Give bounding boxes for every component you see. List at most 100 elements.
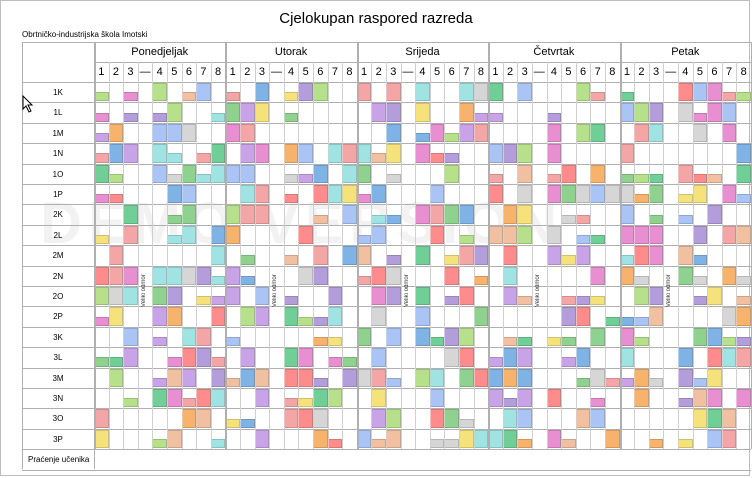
lesson-cell[interactable] xyxy=(254,185,270,204)
lesson-cell[interactable] xyxy=(313,164,328,183)
lesson-cell[interactable] xyxy=(313,316,328,326)
lesson-cell[interactable] xyxy=(736,164,751,183)
lesson-cell[interactable] xyxy=(619,327,635,347)
lesson-cell[interactable] xyxy=(94,357,109,367)
lesson-cell[interactable] xyxy=(152,83,167,102)
lesson-cell[interactable] xyxy=(254,83,270,102)
lesson-cell[interactable] xyxy=(298,348,313,367)
lesson-cell[interactable] xyxy=(678,439,693,449)
lesson-cell[interactable] xyxy=(108,194,124,204)
lesson-cell[interactable] xyxy=(327,185,343,204)
lesson-cell[interactable] xyxy=(94,133,109,143)
class-label[interactable]: 1N xyxy=(52,149,64,159)
lesson-cell[interactable] xyxy=(167,287,182,306)
lesson-cell[interactable] xyxy=(502,429,518,449)
lesson-cell[interactable] xyxy=(721,429,737,449)
lesson-cell[interactable] xyxy=(736,275,751,285)
lesson-cell[interactable] xyxy=(123,92,138,102)
lesson-cell[interactable] xyxy=(678,164,693,183)
lesson-cell[interactable] xyxy=(225,123,240,143)
lesson-cell[interactable] xyxy=(517,164,532,183)
lesson-cell[interactable] xyxy=(459,327,474,347)
lesson-cell[interactable] xyxy=(283,255,299,265)
lesson-cell[interactable] xyxy=(678,348,693,367)
lesson-cell[interactable] xyxy=(240,103,255,122)
lesson-cell[interactable] xyxy=(692,327,708,347)
lesson-cell[interactable] xyxy=(240,255,255,265)
lesson-cell[interactable] xyxy=(692,275,708,285)
class-label[interactable]: 3L xyxy=(53,353,63,363)
lesson-cell[interactable] xyxy=(152,266,167,285)
lesson-cell[interactable] xyxy=(225,377,240,387)
lesson-cell[interactable] xyxy=(283,296,299,306)
lesson-cell[interactable] xyxy=(546,225,562,245)
lesson-cell[interactable] xyxy=(575,409,591,428)
lesson-cell[interactable] xyxy=(517,389,532,408)
lesson-cell[interactable] xyxy=(152,144,167,163)
lesson-cell[interactable] xyxy=(546,144,562,163)
lesson-cell[interactable] xyxy=(502,246,518,265)
lesson-cell[interactable] xyxy=(386,429,401,449)
lesson-cell[interactable] xyxy=(415,327,430,347)
lesson-cell[interactable] xyxy=(590,296,605,306)
lesson-cell[interactable] xyxy=(415,205,430,224)
lesson-cell[interactable] xyxy=(342,164,357,183)
lesson-cell[interactable] xyxy=(619,205,635,224)
lesson-cell[interactable] xyxy=(181,327,197,347)
lesson-cell[interactable] xyxy=(707,409,722,428)
lesson-cell[interactable] xyxy=(605,429,620,449)
lesson-cell[interactable] xyxy=(590,235,605,245)
footer-tracking-link[interactable]: Praćenje učenika xyxy=(28,455,90,465)
lesson-cell[interactable] xyxy=(181,123,197,143)
lesson-cell[interactable] xyxy=(736,307,751,326)
lesson-cell[interactable] xyxy=(692,409,708,428)
lesson-cell[interactable] xyxy=(254,205,270,224)
class-label[interactable]: 2K xyxy=(53,210,63,220)
lesson-cell[interactable] xyxy=(298,368,313,387)
class-label[interactable]: 1L xyxy=(53,108,63,118)
lesson-cell[interactable] xyxy=(634,337,649,347)
lesson-cell[interactable] xyxy=(108,287,124,306)
lesson-cell[interactable] xyxy=(298,144,313,163)
class-label[interactable]: 3P xyxy=(53,434,63,444)
lesson-cell[interactable] xyxy=(517,205,532,224)
lesson-cell[interactable] xyxy=(634,246,649,265)
lesson-cell[interactable] xyxy=(123,225,138,245)
lesson-cell[interactable] xyxy=(561,185,576,204)
lesson-cell[interactable] xyxy=(415,133,430,143)
lesson-cell[interactable] xyxy=(210,164,226,183)
lesson-cell[interactable] xyxy=(444,409,459,428)
lesson-cell[interactable] xyxy=(590,368,605,387)
lesson-cell[interactable] xyxy=(546,185,562,204)
lesson-cell[interactable] xyxy=(721,409,737,428)
lesson-cell[interactable] xyxy=(561,357,576,367)
lesson-cell[interactable] xyxy=(254,144,270,163)
lesson-cell[interactable] xyxy=(196,327,211,347)
lesson-cell[interactable] xyxy=(678,103,693,122)
lesson-cell[interactable] xyxy=(313,185,328,204)
lesson-cell[interactable] xyxy=(692,296,708,306)
lesson-cell[interactable] xyxy=(283,368,299,387)
lesson-cell[interactable] xyxy=(678,266,693,285)
lesson-cell[interactable] xyxy=(283,348,299,367)
lesson-cell[interactable] xyxy=(459,287,474,306)
lesson-cell[interactable] xyxy=(313,337,328,347)
lesson-cell[interactable] xyxy=(488,112,503,122)
lesson-cell[interactable] xyxy=(210,246,226,265)
lesson-cell[interactable] xyxy=(721,225,737,245)
lesson-cell[interactable] xyxy=(634,225,649,245)
lesson-cell[interactable] xyxy=(167,368,182,387)
lesson-cell[interactable] xyxy=(240,185,255,204)
lesson-cell[interactable] xyxy=(721,185,737,204)
lesson-cell[interactable] xyxy=(561,164,576,183)
lesson-cell[interactable] xyxy=(444,164,459,183)
lesson-cell[interactable] xyxy=(619,377,635,387)
lesson-cell[interactable] xyxy=(619,255,635,265)
lesson-cell[interactable] xyxy=(648,185,664,204)
lesson-cell[interactable] xyxy=(196,409,211,428)
lesson-cell[interactable] xyxy=(678,246,693,265)
lesson-cell[interactable] xyxy=(721,337,737,347)
lesson-cell[interactable] xyxy=(575,296,591,306)
lesson-cell[interactable] xyxy=(386,103,401,122)
lesson-cell[interactable] xyxy=(283,144,299,163)
